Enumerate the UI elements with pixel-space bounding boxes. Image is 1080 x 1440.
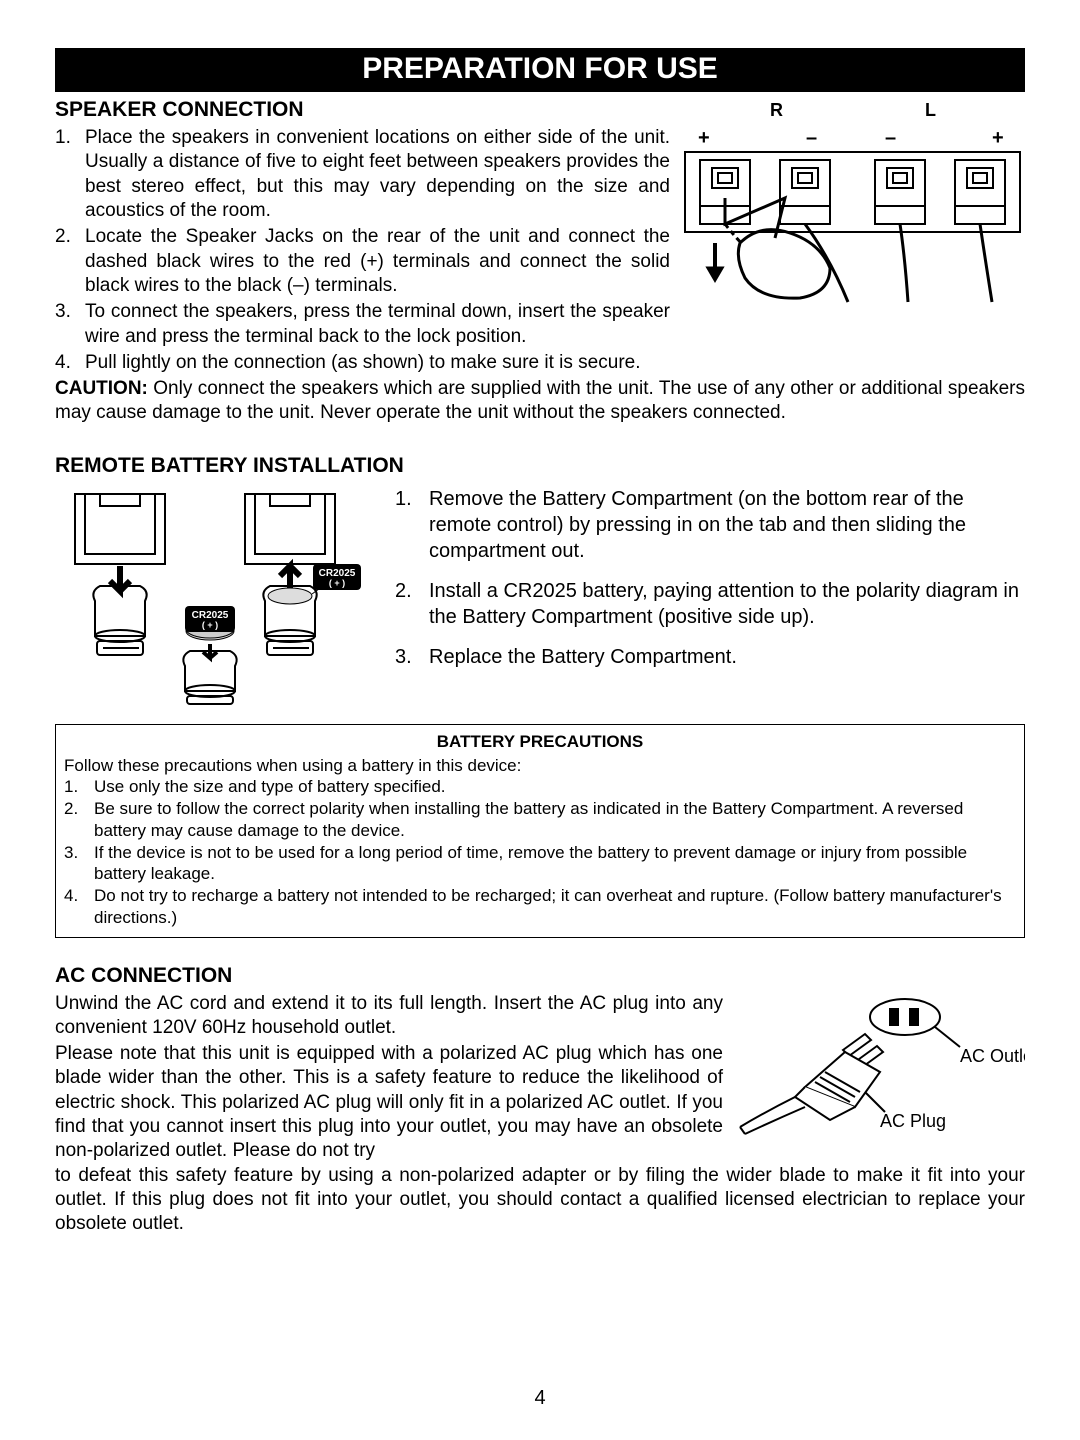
ac-plug-figure: AC Outlet — [735, 992, 1025, 1164]
ac-outlet-label: AC Outlet — [960, 1046, 1025, 1066]
svg-text:( + ): ( + ) — [329, 578, 345, 588]
list-item: Pull lightly on the connection (as shown… — [55, 351, 1025, 375]
list-item: Remove the Battery Compartment (on the b… — [395, 486, 1025, 564]
caution-label: CAUTION: — [55, 378, 148, 399]
svg-text:+: + — [698, 127, 710, 149]
l-label: L — [925, 100, 936, 120]
list-item: Replace the Battery Compartment. — [395, 644, 1025, 670]
speaker-heading: SPEAKER CONNECTION — [55, 98, 670, 122]
page-number: 4 — [0, 1387, 1080, 1410]
precautions-list: Use only the size and type of battery sp… — [64, 776, 1016, 928]
r-label: R — [770, 100, 783, 120]
battery-precautions-box: BATTERY PRECAUTIONS Follow these precaut… — [55, 724, 1025, 938]
remote-heading: REMOTE BATTERY INSTALLATION — [55, 454, 1025, 478]
ac-p2a: Please note that this unit is equipped w… — [55, 1042, 723, 1164]
list-item: If the device is not to be used for a lo… — [64, 842, 1016, 886]
ac-plug-label: AC Plug — [880, 1111, 946, 1131]
svg-text:+: + — [992, 127, 1004, 149]
svg-text:( + ): ( + ) — [202, 620, 218, 630]
list-item: Place the speakers in convenient locatio… — [55, 126, 670, 223]
list-item: Locate the Speaker Jacks on the rear of … — [55, 225, 670, 298]
ac-heading: AC CONNECTION — [55, 964, 1025, 988]
speaker-terminal-figure: R L + – – + — [680, 98, 1025, 351]
speaker-list-cont: Pull lightly on the connection (as shown… — [55, 351, 1025, 375]
list-item: Use only the size and type of battery sp… — [64, 776, 1016, 798]
remote-battery-figure: CR2025 ( + ) CR2025 ( + ) — [55, 486, 365, 706]
ac-p1: Unwind the AC cord and extend it to its … — [55, 992, 723, 1041]
ac-p2b: to defeat this safety feature by using a… — [55, 1164, 1025, 1237]
list-item: Install a CR2025 battery, paying attenti… — [395, 578, 1025, 630]
remote-list: Remove the Battery Compartment (on the b… — [395, 486, 1025, 670]
list-item: Do not try to recharge a battery not int… — [64, 885, 1016, 929]
precautions-intro: Follow these precautions when using a ba… — [64, 755, 1016, 777]
svg-text:–: – — [885, 127, 896, 149]
speaker-list: Place the speakers in convenient locatio… — [55, 126, 670, 349]
svg-text:–: – — [806, 127, 817, 149]
precautions-heading: BATTERY PRECAUTIONS — [64, 731, 1016, 753]
page-header: PREPARATION FOR USE — [55, 48, 1025, 92]
caution-text: CAUTION: Only connect the speakers which… — [55, 377, 1025, 426]
speaker-section: SPEAKER CONNECTION Place the speakers in… — [55, 98, 1025, 351]
list-item: To connect the speakers, press the termi… — [55, 300, 670, 349]
list-item: Be sure to follow the correct polarity w… — [64, 798, 1016, 842]
